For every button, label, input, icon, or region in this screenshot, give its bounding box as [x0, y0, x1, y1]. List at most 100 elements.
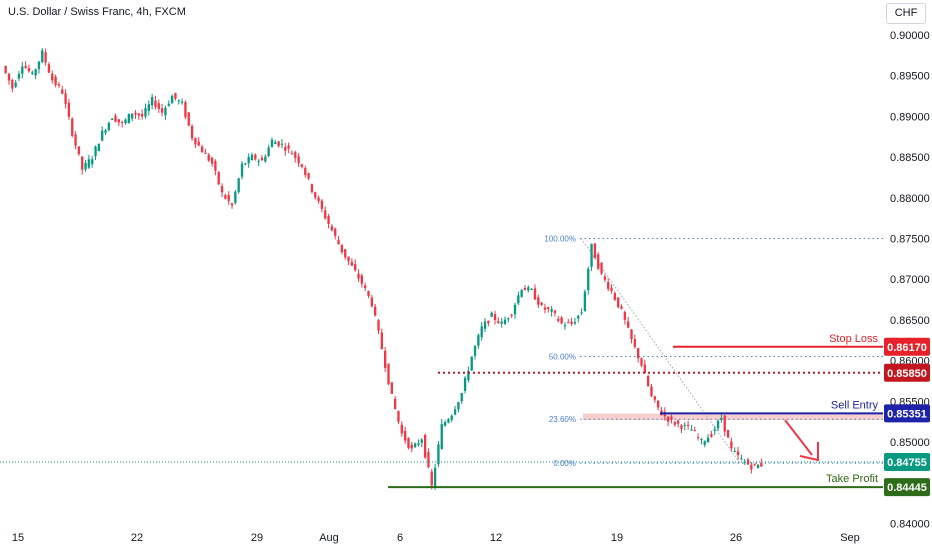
candle-body — [403, 430, 407, 441]
candle-body — [350, 262, 354, 266]
candle-body — [500, 321, 503, 324]
candle-body — [497, 321, 500, 324]
candle-body — [617, 297, 620, 308]
candle-body — [294, 152, 297, 158]
candle-body — [304, 168, 307, 175]
candle-body — [21, 66, 24, 74]
candle-body — [756, 464, 760, 469]
candle-body — [700, 438, 703, 440]
candle-body — [214, 161, 217, 171]
candle-body — [543, 307, 547, 310]
candle-body — [117, 119, 121, 123]
candle-body — [517, 295, 520, 304]
candle-body — [264, 156, 267, 162]
candle-body — [257, 160, 260, 162]
candle-body — [557, 318, 560, 321]
candle-body — [447, 419, 450, 423]
candle-body — [344, 249, 347, 258]
candle-body — [387, 363, 390, 385]
candle-body — [483, 321, 487, 329]
down-arrow-head — [799, 442, 819, 462]
stop-loss-label: Stop Loss — [829, 333, 878, 345]
candle-body — [4, 65, 7, 73]
candle-body — [254, 154, 257, 160]
candle-body — [573, 321, 577, 324]
candle-body — [91, 159, 94, 165]
candle-body — [377, 320, 380, 331]
price-axis[interactable]: 0.90000 0.89500 0.89000 0.88500 0.88000 0.875… — [884, 30, 930, 530]
candle-body — [14, 82, 17, 87]
candle-body — [706, 437, 710, 443]
candle-body — [104, 130, 107, 133]
candle-body — [440, 423, 443, 450]
candle-body — [360, 275, 364, 284]
candle-body — [190, 125, 194, 139]
candle-body — [450, 415, 453, 420]
candle-body — [54, 76, 57, 85]
candle-body — [457, 402, 460, 410]
candle-body — [480, 326, 483, 338]
chart-title: U.S. Dollar / Swiss Franc, 4h, FXCM — [8, 6, 186, 18]
candle-body — [577, 315, 580, 319]
candle-body — [140, 113, 144, 117]
candle-body — [673, 421, 676, 425]
candle-body — [627, 321, 630, 328]
candle-body — [620, 306, 623, 309]
candle-body — [710, 434, 713, 437]
y-tick-label: 0.89500 — [890, 71, 930, 83]
candle-body — [507, 318, 510, 320]
candle-body — [87, 159, 91, 168]
candle-body — [656, 400, 660, 408]
candle-body — [413, 443, 417, 448]
candle-body — [280, 143, 284, 145]
candle-body — [177, 100, 180, 102]
candle-body — [67, 102, 71, 117]
candle-body — [84, 162, 87, 170]
fib-level-label: 0.00% — [553, 459, 576, 468]
candle-body — [97, 143, 101, 152]
y-tick-label: 0.88000 — [890, 193, 930, 205]
candle-body — [320, 200, 324, 209]
candle-body — [547, 307, 550, 310]
candle-body — [330, 226, 334, 231]
plot-area[interactable]: 100.00% 50.00% 23.60% 0.00% Stop Loss Sell En… — [0, 48, 883, 491]
down-arrow-shaft — [784, 419, 813, 456]
candle-body — [107, 122, 111, 131]
price-tag-label: 0.85351 — [887, 408, 927, 420]
candle-body — [174, 93, 177, 99]
candle-body — [400, 424, 403, 434]
time-axis[interactable]: 15 22 29 Aug 6 12 19 26 Sep — [12, 532, 860, 544]
candle-body — [720, 418, 723, 420]
x-tick-label: 6 — [397, 532, 403, 544]
candle-body — [81, 156, 84, 170]
candle-body — [147, 104, 150, 111]
candle-body — [750, 464, 753, 470]
candle-body — [390, 382, 393, 394]
currency-button[interactable]: CHF — [886, 3, 926, 24]
candle-body — [603, 276, 607, 280]
candle-body — [703, 441, 706, 445]
candle-body — [477, 335, 480, 346]
sell-entry-zone — [583, 413, 883, 421]
candle-body — [124, 119, 127, 124]
candle-body — [407, 437, 410, 448]
candle-body — [393, 399, 397, 410]
candle-body — [334, 228, 337, 236]
candle-body — [533, 288, 537, 300]
candle-body — [41, 50, 44, 63]
candle-body — [224, 195, 227, 199]
candle-body — [610, 287, 613, 292]
candle-body — [597, 254, 600, 269]
candle-body — [324, 210, 327, 219]
candle-body — [94, 146, 97, 157]
candle-body — [154, 100, 157, 107]
y-tick-label: 0.85000 — [890, 437, 930, 449]
candle-body — [550, 308, 553, 312]
candle-body — [607, 281, 610, 289]
candle-body — [27, 68, 31, 72]
price-tag-label: 0.85850 — [887, 368, 927, 380]
candle-body — [410, 444, 413, 449]
candle-body — [314, 192, 317, 198]
candle-body — [194, 137, 197, 145]
